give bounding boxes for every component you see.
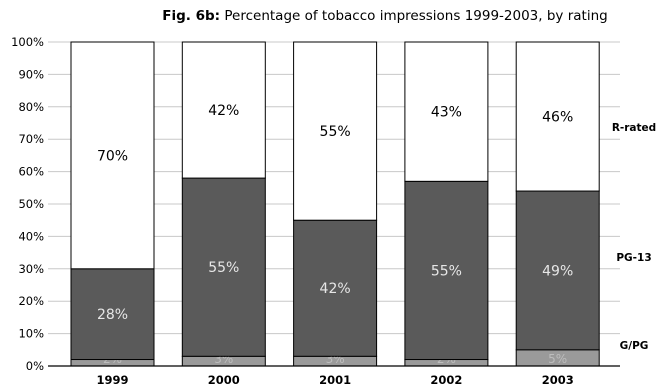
y-tick-label: 80% [18, 100, 44, 114]
data-label: 42% [320, 281, 351, 297]
bar-segment [293, 219, 378, 357]
data-label: 49% [542, 263, 573, 279]
data-label: 43% [431, 105, 462, 121]
bar-segment [293, 41, 378, 221]
x-tick-label: 2000 [208, 373, 240, 387]
chart-title: Fig. 6b: Percentage of tobacco impressio… [162, 8, 607, 24]
legend: G/PG PG-13 R-rated [612, 122, 656, 352]
bar-segment [181, 177, 266, 357]
x-tick-label: 2003 [542, 373, 574, 387]
bar-segment [404, 180, 489, 361]
y-tick-label: 100% [11, 35, 44, 49]
y-tick-label: 90% [18, 67, 44, 81]
bar-segment [404, 41, 489, 182]
data-label: 70% [97, 148, 128, 164]
legend-entry: R-rated [612, 122, 656, 134]
y-tick-label: 10% [18, 327, 44, 341]
data-label: 42% [208, 103, 239, 119]
data-label: 28% [97, 307, 128, 323]
bar-segment [181, 41, 266, 179]
bar-segment [70, 41, 155, 270]
x-tick-label: 2001 [319, 373, 351, 387]
data-label: 55% [208, 260, 239, 276]
chart-title-prefix: Fig. 6b: [162, 8, 220, 24]
chart-title-text: Percentage of tobacco impressions 1999-2… [224, 8, 607, 24]
y-tick-label: 70% [18, 132, 44, 146]
data-label: 55% [320, 124, 351, 140]
data-label: 5% [548, 352, 567, 366]
x-tick-label: 2002 [430, 373, 462, 387]
data-label: 46% [542, 110, 573, 126]
bar-segment [515, 41, 600, 192]
y-tick-label: 30% [18, 262, 44, 276]
legend-entry: G/PG [620, 340, 649, 352]
y-axis: 0% 10% 20% 30% 40% 50% 60% 70% 80% 90% 100% [11, 35, 44, 373]
data-label: 55% [431, 263, 462, 279]
x-tick-label: 1999 [96, 373, 128, 387]
legend-entry: PG-13 [616, 252, 651, 264]
bar-segment [515, 190, 600, 351]
y-tick-label: 0% [26, 359, 44, 373]
y-tick-label: 50% [18, 197, 44, 211]
y-tick-label: 40% [18, 229, 44, 243]
y-tick-label: 20% [18, 294, 44, 308]
x-axis: 1999 2000 2001 2002 2003 [48, 365, 620, 387]
bars: 2%28%70%3%55%42%3%42%55%2%55%43%5%49%46% [70, 41, 600, 367]
y-tick-label: 60% [18, 165, 44, 179]
bar-segment [70, 268, 155, 361]
